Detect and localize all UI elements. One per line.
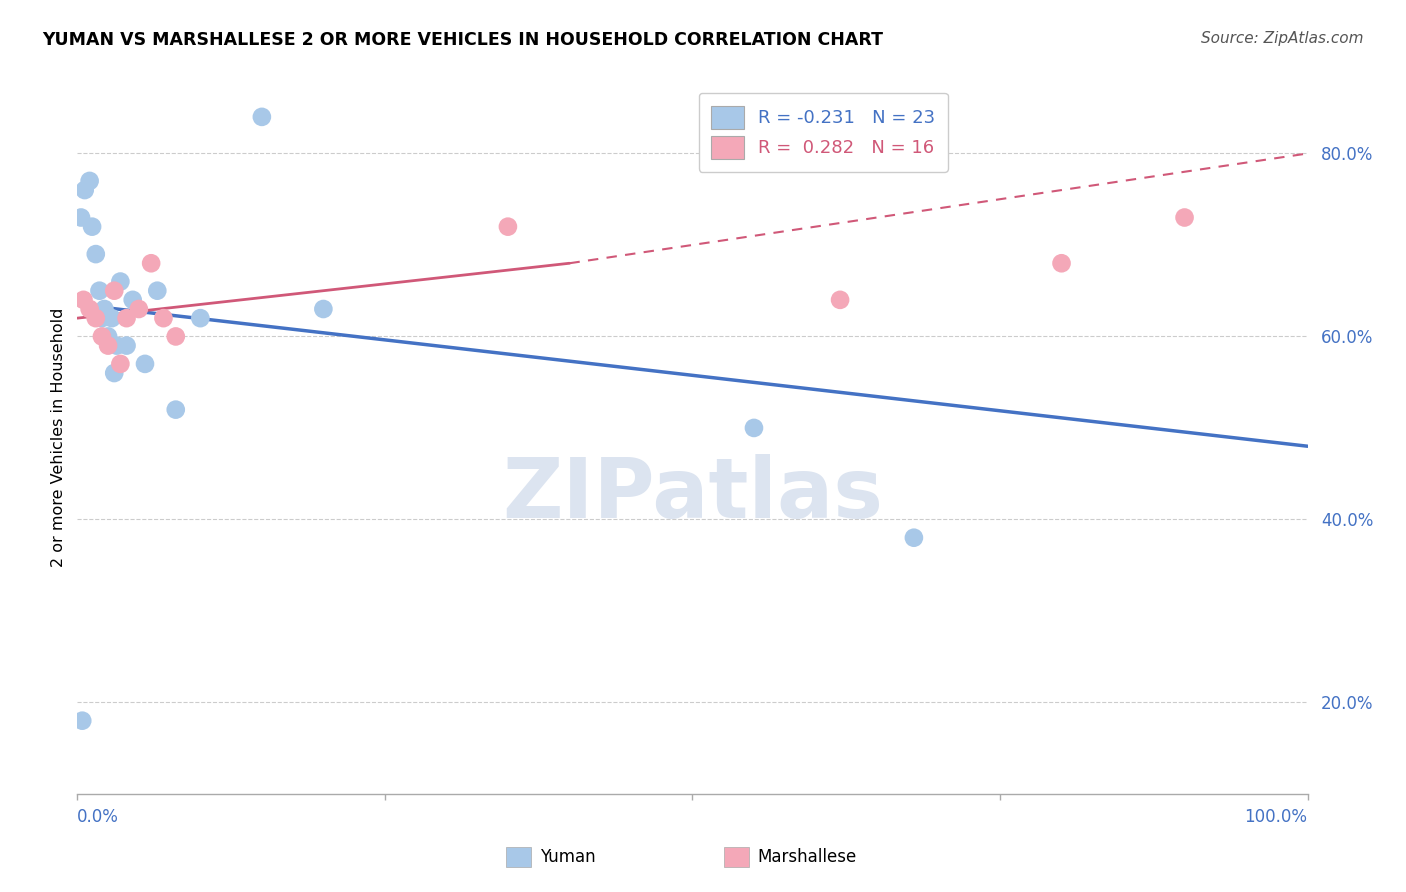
Point (121, 293, 143, 307)
Point (72, 293, 94, 307)
Point (79, 174, 101, 188)
Point (830, 293, 852, 307)
Point (105, 338, 128, 352)
Point (70, 714, 93, 728)
Point (1174, 211, 1197, 225)
Point (103, 284, 125, 298)
Point (84, 311, 107, 326)
Point (89, 284, 111, 298)
Text: 100.0%: 100.0% (1244, 807, 1308, 826)
Text: ZIPatlas: ZIPatlas (502, 454, 883, 534)
Point (110, 357, 132, 371)
Point (103, 366, 125, 380)
Point (110, 275, 132, 289)
Point (70, 211, 93, 225)
Point (97, 329, 120, 343)
Point (128, 301, 150, 316)
Point (903, 531, 925, 545)
Point (312, 301, 335, 316)
Point (101, 311, 124, 326)
Y-axis label: 2 or more Vehicles in Household: 2 or more Vehicles in Household (51, 308, 66, 566)
Text: Marshallese: Marshallese (758, 848, 858, 866)
Point (79, 301, 101, 316)
Point (496, 219, 519, 234)
Point (115, 311, 138, 326)
Point (152, 311, 174, 326)
Point (165, 402, 187, 417)
Point (90, 329, 114, 343)
Point (141, 256, 163, 270)
Point (97, 338, 120, 352)
Point (188, 311, 212, 326)
Legend: R = -0.231   N = 23, R =  0.282   N = 16: R = -0.231 N = 23, R = 0.282 N = 16 (699, 93, 948, 172)
Point (84, 247, 107, 261)
Point (165, 329, 187, 343)
Point (1050, 256, 1073, 270)
Point (250, 110, 273, 124)
Point (742, 421, 765, 435)
Text: Source: ZipAtlas.com: Source: ZipAtlas.com (1201, 31, 1364, 46)
Text: 0.0%: 0.0% (77, 807, 120, 826)
Point (82, 219, 104, 234)
Point (93, 301, 115, 316)
Point (134, 357, 156, 371)
Point (90, 311, 114, 326)
Point (146, 284, 169, 298)
Point (115, 338, 138, 352)
Text: Yuman: Yuman (540, 848, 596, 866)
Text: YUMAN VS MARSHALLESE 2 OR MORE VEHICLES IN HOUSEHOLD CORRELATION CHART: YUMAN VS MARSHALLESE 2 OR MORE VEHICLES … (42, 31, 883, 49)
Point (73, 183, 96, 197)
